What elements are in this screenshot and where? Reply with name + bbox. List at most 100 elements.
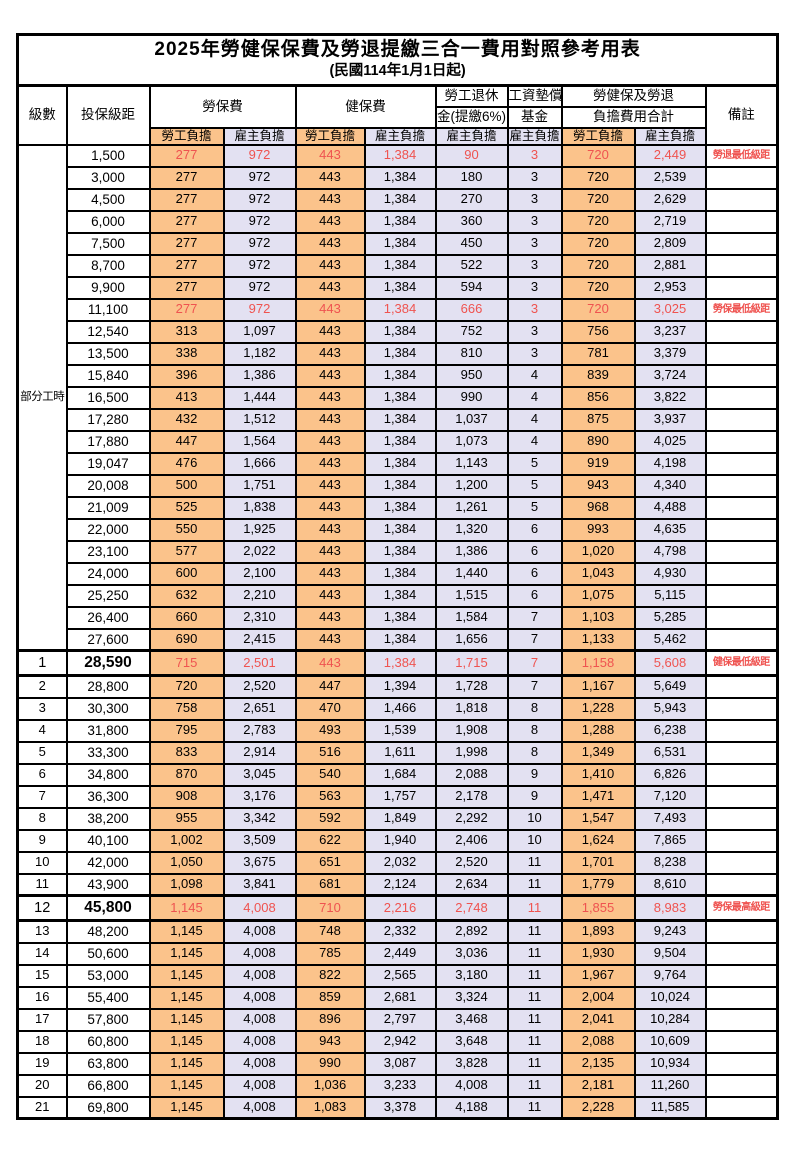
labor-employer-cell: 972 — [222, 297, 297, 322]
pension-employer-cell: 950 — [434, 363, 509, 388]
remark-cell — [704, 828, 779, 853]
remark-cell — [704, 1007, 779, 1032]
total-employee-cell: 2,135 — [560, 1051, 636, 1076]
wage-fund-employer-cell: 11 — [506, 1029, 563, 1054]
table-row: 7 36,300 908 3,176 563 1,757 2,178 9 1,471 7,120 — [16, 784, 779, 809]
labor-employee-cell: 277 — [148, 253, 225, 278]
fee-table: 2025年勞健保保費及勞退提繳三合一費用對照參考用表 (民國114年1月1日起)… — [15, 33, 780, 1121]
labor-employer-cell: 1,751 — [222, 473, 297, 498]
health-employee-cell: 443 — [294, 539, 366, 564]
remark-cell — [704, 985, 779, 1010]
health-employee-cell: 443 — [294, 649, 366, 678]
health-employee-cell: 443 — [294, 561, 366, 586]
health-employer-cell: 2,216 — [363, 894, 437, 923]
wage-fund-employer-cell: 6 — [506, 517, 563, 542]
total-employer-cell: 7,493 — [633, 806, 707, 831]
wage-fund-employer-cell: 3 — [506, 297, 563, 322]
pension-employer-cell: 2,292 — [434, 806, 509, 831]
total-employer-cell: 4,340 — [633, 473, 707, 498]
labor-employee-cell: 432 — [148, 407, 225, 432]
total-employee-cell: 756 — [560, 319, 636, 344]
total-employer-cell: 2,809 — [633, 231, 707, 256]
level-cell: 15 — [16, 963, 68, 988]
wage-fund-employer-cell: 5 — [506, 473, 563, 498]
total-employer-cell: 3,937 — [633, 407, 707, 432]
remark-cell — [704, 605, 779, 630]
remark-cell — [704, 806, 779, 831]
bracket-cell: 36,300 — [65, 784, 151, 809]
bracket-cell: 28,800 — [65, 674, 151, 699]
wage-fund-employer-cell: 3 — [506, 209, 563, 234]
labor-employer-cell: 1,512 — [222, 407, 297, 432]
total-employer-cell: 3,025 — [633, 297, 707, 322]
bracket-cell: 21,009 — [65, 495, 151, 520]
total-employer-cell: 5,115 — [633, 583, 707, 608]
wage-fund-employer-cell: 8 — [506, 696, 563, 721]
table-row: 20,008 500 1,751 443 1,384 1,200 5 943 4,340 — [18, 473, 779, 498]
col-header-wage-fund-line2: 基金 — [506, 105, 563, 129]
level-cell: 14 — [16, 941, 68, 966]
bracket-cell: 17,280 — [65, 407, 151, 432]
health-employer-cell: 1,611 — [363, 740, 437, 765]
labor-employee-cell: 396 — [148, 363, 225, 388]
bracket-cell: 55,400 — [65, 985, 151, 1010]
health-employer-cell: 1,384 — [363, 275, 437, 300]
health-employee-cell: 470 — [294, 696, 366, 721]
table-row: 17 57,800 1,145 4,008 896 2,797 3,468 11 2,041 10… — [16, 1007, 779, 1032]
pension-employer-cell: 752 — [434, 319, 509, 344]
table-row: 14 50,600 1,145 4,008 785 2,449 3,036 11 1,930 9,… — [16, 941, 779, 966]
health-employee-cell: 443 — [294, 495, 366, 520]
table-row: 27,600 690 2,415 443 1,384 1,656 7 1,133 5,462 — [18, 627, 779, 652]
labor-employer-cell: 3,675 — [222, 850, 297, 875]
health-employer-cell: 2,565 — [363, 963, 437, 988]
labor-employee-cell: 690 — [148, 627, 225, 652]
labor-employer-cell: 2,100 — [222, 561, 297, 586]
table-row: 1 28,590 715 2,501 443 1,384 1,715 7 1,158 5,608 健… — [16, 649, 779, 678]
labor-employer-cell: 4,008 — [222, 1029, 297, 1054]
wage-fund-employer-cell: 3 — [506, 275, 563, 300]
total-employer-cell: 7,865 — [633, 828, 707, 853]
total-employee-cell: 1,103 — [560, 605, 636, 630]
level-cell: 8 — [16, 806, 68, 831]
health-employee-cell: 443 — [294, 319, 366, 344]
total-employee-cell: 1,471 — [560, 784, 636, 809]
wage-fund-employer-cell: 3 — [506, 143, 563, 168]
bracket-cell: 40,100 — [65, 828, 151, 853]
labor-employer-cell: 3,509 — [222, 828, 297, 853]
title-row: 2025年勞健保保費及勞退提繳三合一費用對照參考用表 (民國114年1月1日起) — [15, 33, 780, 87]
bracket-cell: 38,200 — [65, 806, 151, 831]
health-employee-cell: 443 — [294, 165, 366, 190]
wage-fund-employer-cell: 9 — [506, 784, 563, 809]
labor-employee-cell: 277 — [148, 275, 225, 300]
table-row: 4,500 277 972 443 1,384 270 3 720 2,629 — [18, 187, 779, 212]
wage-fund-employer-cell: 7 — [506, 627, 563, 652]
remark-cell — [704, 539, 779, 564]
wage-fund-employer-cell: 11 — [506, 894, 563, 923]
health-employer-cell: 2,032 — [363, 850, 437, 875]
pension-employer-cell: 3,180 — [434, 963, 509, 988]
health-employee-cell: 592 — [294, 806, 366, 831]
subheader-labor-employer: 雇主負擔 — [222, 126, 297, 146]
pension-employer-cell: 1,386 — [434, 539, 509, 564]
table-row: 9 40,100 1,002 3,509 622 1,940 2,406 10 1,624 7,8… — [16, 828, 779, 853]
total-employee-cell: 1,410 — [560, 762, 636, 787]
labor-employee-cell: 720 — [148, 674, 225, 699]
health-employee-cell: 896 — [294, 1007, 366, 1032]
table-row: 17,280 432 1,512 443 1,384 1,037 4 875 3,937 — [18, 407, 779, 432]
health-employer-cell: 1,384 — [363, 583, 437, 608]
health-employer-cell: 1,940 — [363, 828, 437, 853]
header-row-3: 勞工負擔 雇主負擔 勞工負擔 雇主負擔 雇主負擔 雇主負擔 勞工負擔 雇主負擔 — [18, 126, 778, 146]
remark-cell — [704, 187, 779, 212]
health-employee-cell: 622 — [294, 828, 366, 853]
remark-cell — [704, 407, 779, 432]
bracket-cell: 34,800 — [65, 762, 151, 787]
total-employee-cell: 720 — [560, 209, 636, 234]
health-employer-cell: 1,384 — [363, 165, 437, 190]
col-header-total-line1: 勞健保及勞退 — [560, 84, 707, 108]
remark-cell — [704, 850, 779, 875]
health-employer-cell: 1,384 — [363, 231, 437, 256]
bracket-cell: 1,500 — [65, 143, 151, 168]
total-employee-cell: 1,624 — [560, 828, 636, 853]
bracket-cell: 13,500 — [65, 341, 151, 366]
labor-employee-cell: 908 — [148, 784, 225, 809]
